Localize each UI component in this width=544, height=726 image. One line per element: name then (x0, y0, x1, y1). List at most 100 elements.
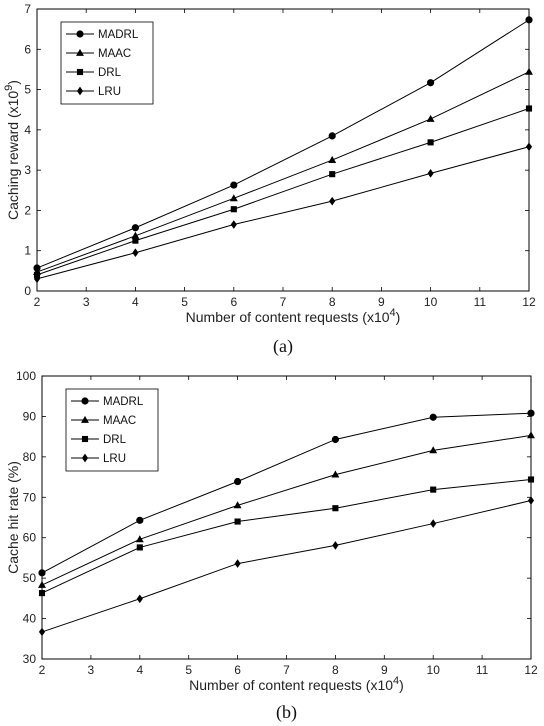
x-tick-label: 6 (234, 663, 241, 677)
data-point (427, 139, 434, 146)
data-point (135, 535, 144, 543)
x-tick-label: 5 (181, 295, 188, 309)
x-tick-label: 9 (381, 663, 388, 677)
data-point (38, 627, 46, 637)
data-point (430, 486, 437, 493)
x-tick-label: 12 (524, 663, 538, 677)
data-point (328, 132, 336, 140)
x-axis-label: Number of content requests (x104) (189, 675, 404, 693)
series-line (36, 146, 530, 280)
y-tick-label: 50 (23, 571, 37, 585)
data-point (525, 67, 533, 75)
x-axis-label-exponent: 4 (393, 675, 399, 687)
data-point (429, 413, 437, 421)
x-tick-label: 10 (424, 295, 438, 309)
data-point (329, 171, 336, 178)
legend-marker (76, 68, 84, 76)
chart-caching-reward: 2 3 4 5 6 7 8 9 10 11 1201234567MADRLMAACDRLLRUNum… (3, 2, 536, 357)
chart-cache-hit-rate: 2 3 4 5 6 7 8 9 10 11 12 30 40 50 60 70 80 90 100 MADRL MAAC… (5, 369, 538, 723)
x-tick-label: 11 (474, 295, 487, 309)
x-tick-label: 12 (522, 295, 536, 309)
y-axis-label-tail: ) (5, 80, 21, 85)
data-point (328, 155, 337, 163)
legend-marker (76, 30, 84, 38)
x-axis-label-tail: ) (396, 309, 401, 325)
data-point (527, 476, 535, 483)
data-point (427, 169, 434, 178)
data-point (230, 181, 238, 189)
y-tick-label: 1 (24, 244, 31, 258)
x-tick-label: 8 (332, 663, 339, 677)
series-madrl (33, 16, 533, 272)
series-maac (38, 431, 535, 588)
series-madrl (38, 409, 535, 577)
series-lru (38, 496, 535, 637)
y-tick-label: 60 (23, 531, 37, 545)
legend: MADRL MAAC DRL LRU (65, 388, 159, 472)
legend-label: MAAC (98, 48, 131, 60)
data-point (132, 248, 139, 258)
data-point (426, 114, 435, 122)
y-tick-label: 7 (24, 2, 31, 16)
y-axis-label: Cache hit rate (%) (5, 461, 21, 574)
y-axis-label-text: Caching reward (x10 (5, 91, 21, 220)
data-point (234, 518, 241, 525)
data-point (427, 79, 435, 87)
data-point (233, 501, 242, 509)
data-point (234, 559, 241, 568)
legend-label: DRL (98, 67, 122, 79)
data-point (38, 590, 46, 597)
series-drl (38, 476, 535, 597)
x-tick-label: 9 (378, 295, 385, 309)
y-tick-label: 3 (24, 163, 31, 177)
y-tick-label: 0 (24, 284, 31, 298)
series-line (41, 500, 532, 633)
series-line (36, 108, 530, 276)
data-point (132, 237, 139, 244)
legend-marker (81, 397, 89, 405)
x-tick-label: 2 (34, 295, 41, 309)
y-axis-label: Caching reward (x109) (3, 80, 21, 220)
data-point (332, 505, 339, 512)
series-line (41, 412, 532, 574)
legend-label: LRU (103, 453, 126, 465)
legend-marker (76, 48, 84, 56)
legend-label: MADRL (98, 29, 139, 41)
data-point (230, 206, 237, 213)
data-point (429, 446, 438, 454)
data-point (525, 105, 533, 112)
y-tick-label: 30 (23, 652, 37, 666)
x-axis-label-text: Number of content requests (x10 (186, 309, 390, 325)
data-point (331, 435, 339, 444)
x-tick-label: 2 (39, 663, 46, 677)
x-tick-label: 6 (230, 295, 237, 309)
series-maac (33, 67, 533, 275)
data-point (527, 431, 535, 439)
x-axis-label-tail: ) (399, 677, 404, 693)
x-tick-label: 3 (88, 663, 95, 677)
x-tick-label: 4 (136, 663, 143, 677)
y-tick-label: 70 (23, 490, 37, 504)
data-point (38, 580, 46, 588)
figure-caption: (a) (273, 336, 293, 357)
data-point (33, 274, 41, 284)
y-tick-label: 2 (24, 203, 31, 217)
x-tick-label: 10 (427, 663, 441, 677)
data-point (525, 142, 533, 152)
data-point (331, 470, 340, 478)
legend-label: LRU (98, 86, 121, 98)
y-axis-label-exponent: 9 (3, 85, 15, 91)
y-tick-label: 90 (23, 409, 37, 423)
series-lru (33, 142, 533, 284)
data-point (136, 544, 143, 551)
legend-label: MAAC (103, 415, 136, 427)
data-point (329, 196, 336, 206)
x-axis-label-text: Number of content requests (x10 (189, 677, 393, 693)
x-tick-label: 4 (132, 295, 139, 309)
legend-box (65, 388, 159, 472)
legend-label: MADRL (103, 396, 144, 408)
legend-marker (81, 435, 89, 443)
x-tick-label: 8 (329, 295, 336, 309)
y-tick-label: 40 (23, 612, 37, 626)
legend-label: DRL (103, 434, 127, 446)
